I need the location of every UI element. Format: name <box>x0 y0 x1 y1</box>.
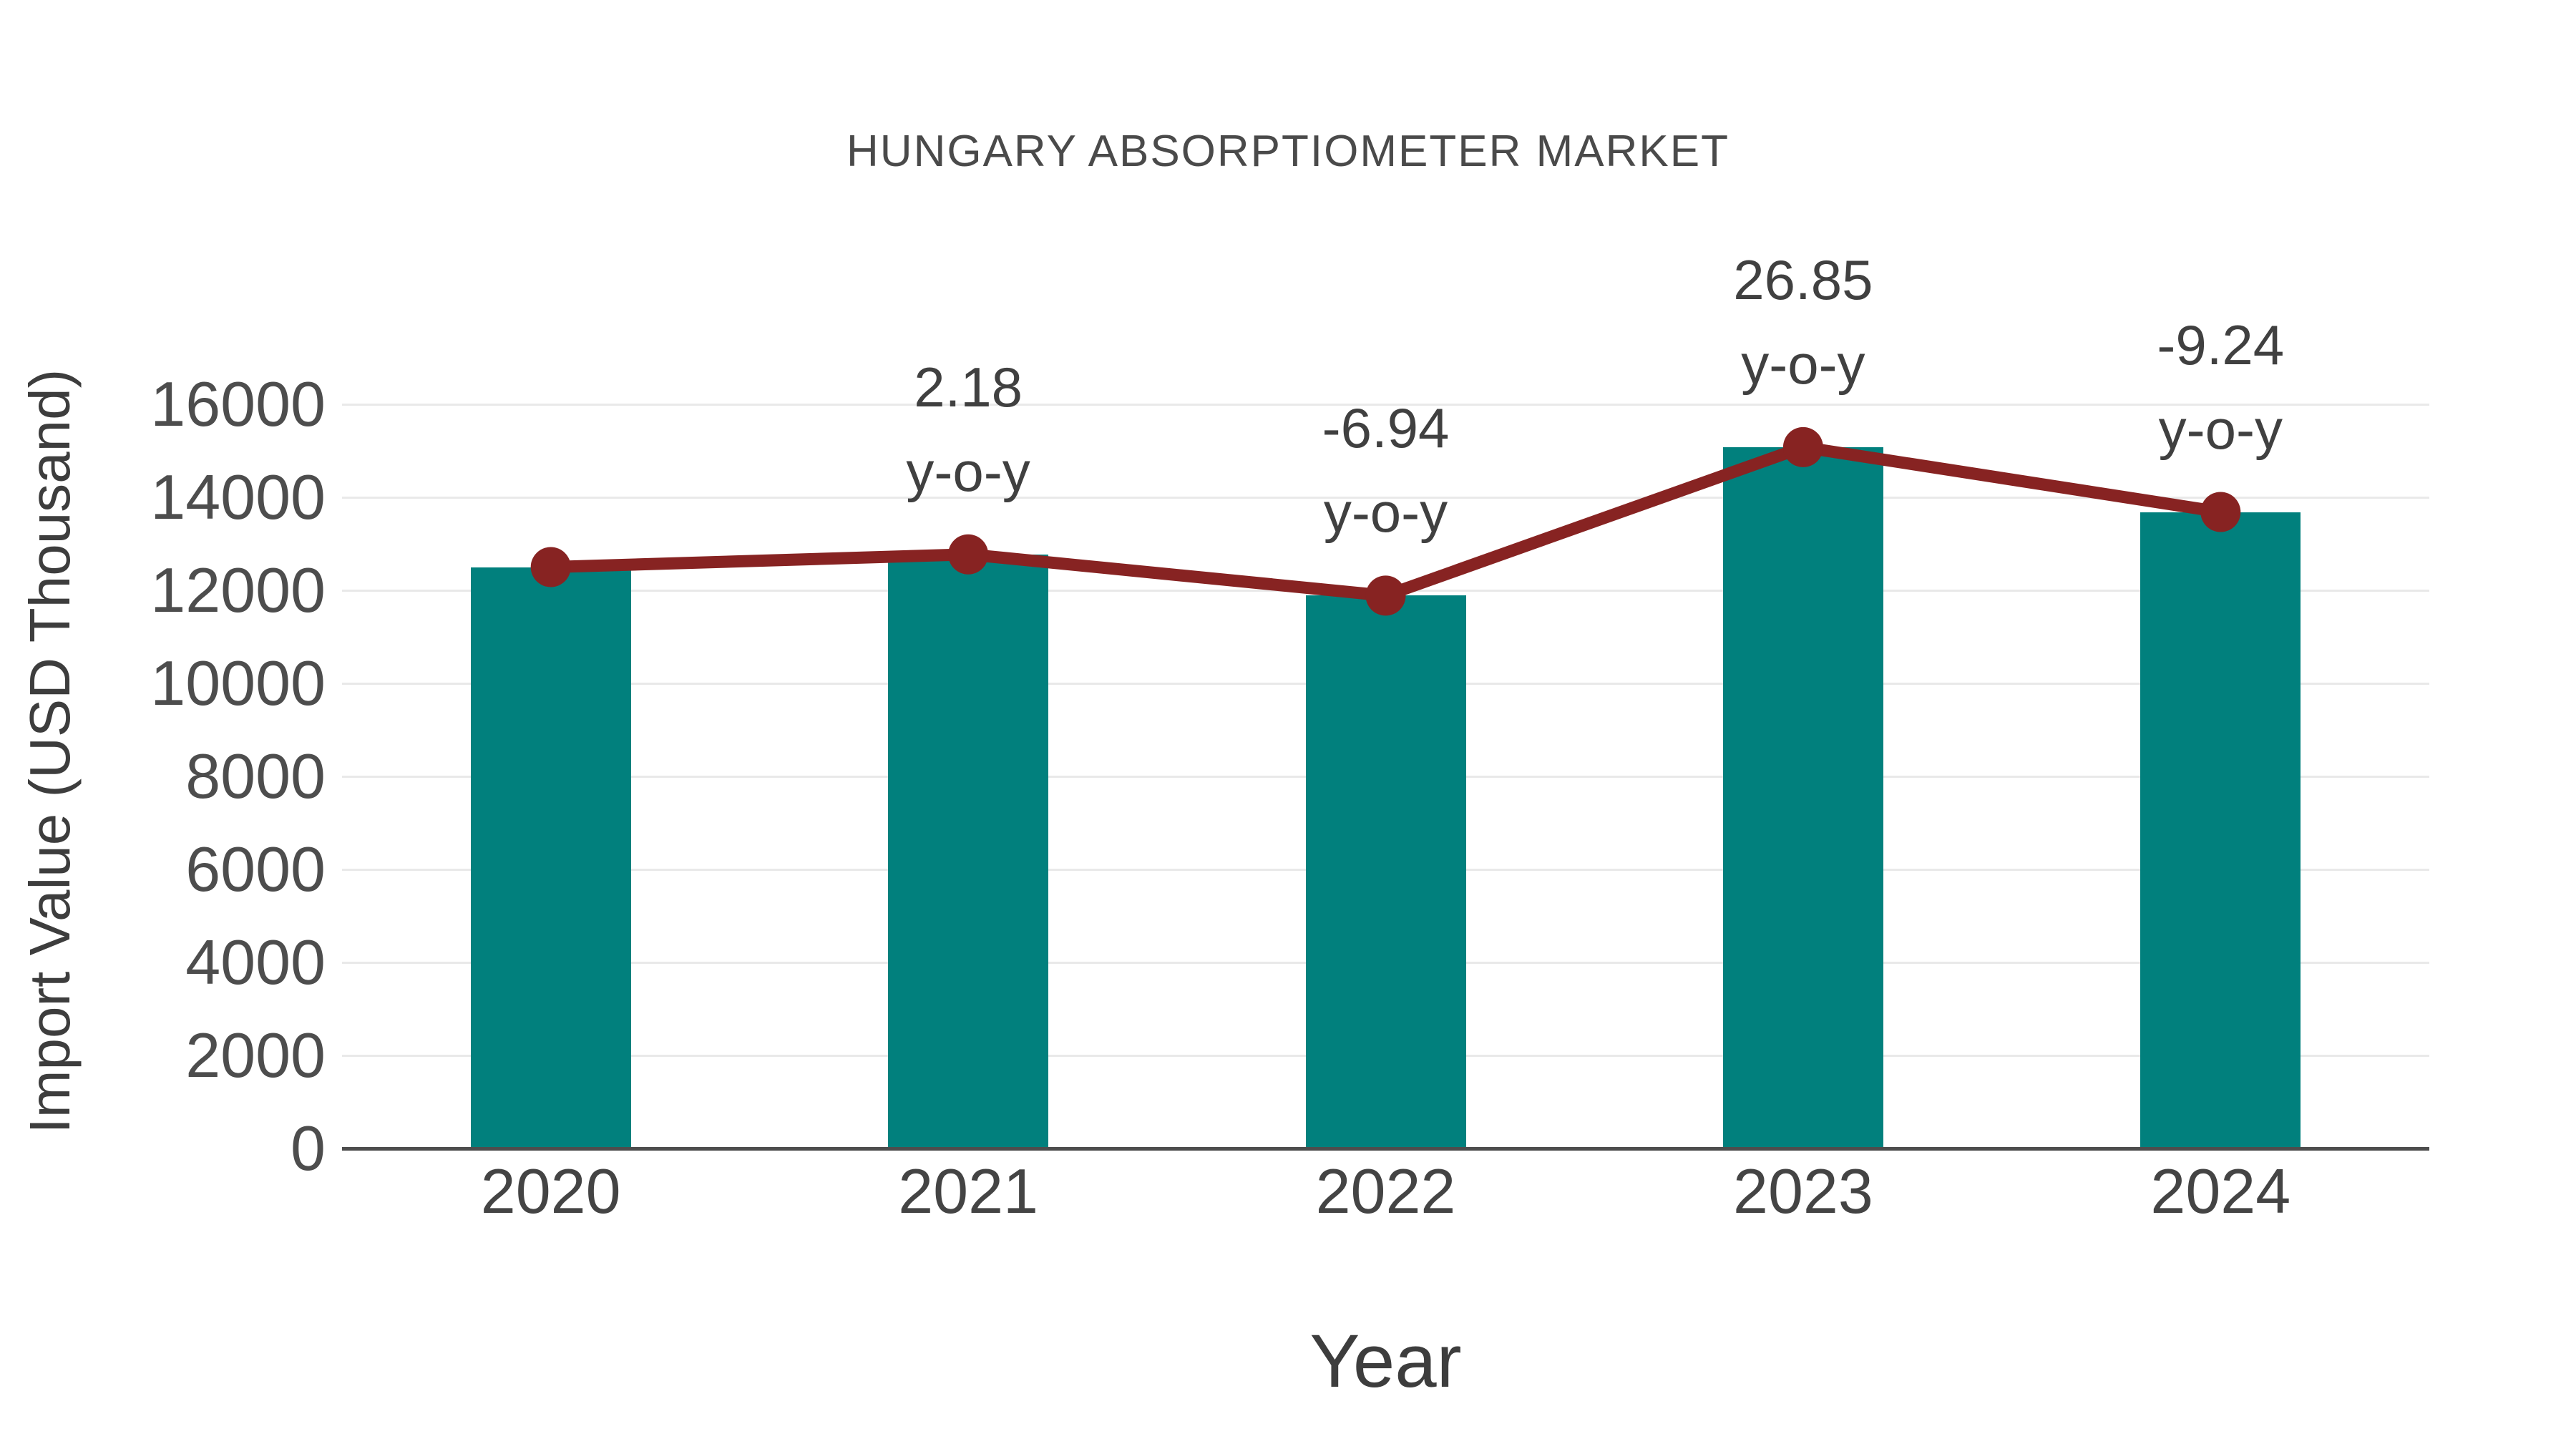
y-tick-label: 2000 <box>185 1020 326 1091</box>
yoy-annotation-2021: 2.18 y-o-y <box>718 345 1219 514</box>
x-tick-label-2021: 2021 <box>898 1156 1038 1226</box>
yoy-annotation-line: y-o-y <box>2158 397 2283 461</box>
yoy-annotation-line: y-o-y <box>906 439 1030 503</box>
y-tick-label: 10000 <box>150 648 326 718</box>
chart-title: HUNGARY ABSORPTIOMETER MARKET <box>847 127 1729 176</box>
trend-marker-2023 <box>1782 426 1823 467</box>
y-tick-label: 0 <box>291 1113 326 1184</box>
y-tick-label: 16000 <box>150 369 326 439</box>
trend-marker-2024 <box>2200 492 2241 532</box>
yoy-annotation-line: -9.24 <box>2157 313 2285 376</box>
x-axis-title: Year <box>1309 1319 1462 1403</box>
y-tick-label: 6000 <box>185 834 326 904</box>
yoy-annotation-2024: -9.24 y-o-y <box>1970 303 2471 472</box>
y-tick-label: 12000 <box>150 555 326 625</box>
x-tick-label-2020: 2020 <box>480 1156 621 1226</box>
y-gridline <box>342 496 2429 499</box>
trend-marker-2020 <box>530 547 571 587</box>
yoy-annotation-line: y-o-y <box>1741 332 1865 396</box>
bar-2024 <box>2140 512 2301 1148</box>
y-tick-label: 8000 <box>185 741 326 811</box>
bar-2022 <box>1305 595 1466 1148</box>
y-gridline <box>342 403 2429 406</box>
x-tick-label-2022: 2022 <box>1315 1156 1456 1226</box>
yoy-annotation-line: 2.18 <box>914 355 1023 419</box>
bar-2021 <box>888 554 1049 1148</box>
y-tick-label: 14000 <box>150 462 326 532</box>
trend-marker-2022 <box>1365 575 1406 616</box>
yoy-annotation-line: y-o-y <box>1323 481 1448 545</box>
yoy-annotation-2022: -6.94 y-o-y <box>1136 386 1636 555</box>
y-tick-label: 4000 <box>185 927 326 997</box>
bar-2020 <box>470 567 631 1148</box>
trend-marker-2021 <box>948 534 989 575</box>
bar-2023 <box>1722 447 1883 1148</box>
x-tick-label-2023: 2023 <box>1733 1156 1873 1226</box>
yoy-annotation-line: 26.85 <box>1733 248 1873 311</box>
x-axis-line <box>342 1147 2429 1151</box>
yoy-annotation-2023: 26.85 y-o-y <box>1553 238 2054 406</box>
yoy-annotation-line: -6.94 <box>1322 396 1450 460</box>
x-tick-label-2024: 2024 <box>2150 1156 2291 1226</box>
